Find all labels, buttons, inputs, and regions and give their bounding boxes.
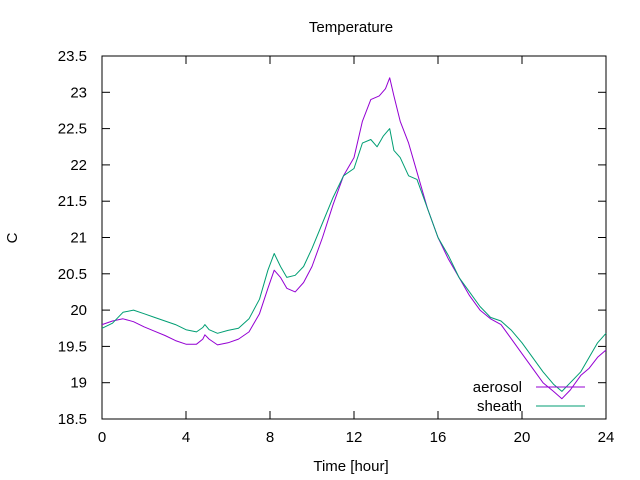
y-tick-label: 21: [70, 230, 87, 247]
y-tick-label: 19.5: [58, 338, 87, 355]
x-tick-label: 24: [598, 429, 615, 446]
x-tick-label: 16: [430, 429, 447, 446]
y-tick-label: 20: [70, 302, 87, 319]
axis-tick-labels: 0 4 8 12 16 20 24 18.5 19 19.5 20 20.5 21 21.5 22 22.5 2…: [58, 48, 615, 446]
x-tick-label: 0: [98, 429, 106, 446]
y-tick-label: 23.5: [58, 48, 87, 65]
series-line-sheath: [101, 128, 607, 392]
y-tick-label: 22: [70, 157, 87, 174]
y-tick-label: 19: [70, 375, 87, 392]
y-tick-label: 22.5: [58, 121, 87, 138]
y-tick-label: 20.5: [58, 266, 87, 283]
y-axis-title: C: [4, 232, 21, 243]
y-tick-label: 18.5: [58, 411, 87, 428]
legend-label-sheath: sheath: [477, 398, 522, 415]
x-tick-label: 20: [514, 429, 531, 446]
y-tick-label: 23: [70, 84, 87, 101]
series-lines: [101, 77, 607, 400]
chart-title: Temperature: [309, 19, 393, 36]
x-tick-label: 4: [182, 429, 190, 446]
axis-ticks: [101, 55, 607, 420]
x-axis-title: Time [hour]: [313, 458, 388, 475]
y-tick-label: 21.5: [58, 193, 87, 210]
legend: aerosol sheath: [473, 379, 585, 415]
legend-label-aerosol: aerosol: [473, 379, 522, 396]
x-tick-label: 12: [346, 429, 363, 446]
x-tick-label: 8: [266, 429, 274, 446]
series-line-aerosol: [101, 77, 607, 400]
